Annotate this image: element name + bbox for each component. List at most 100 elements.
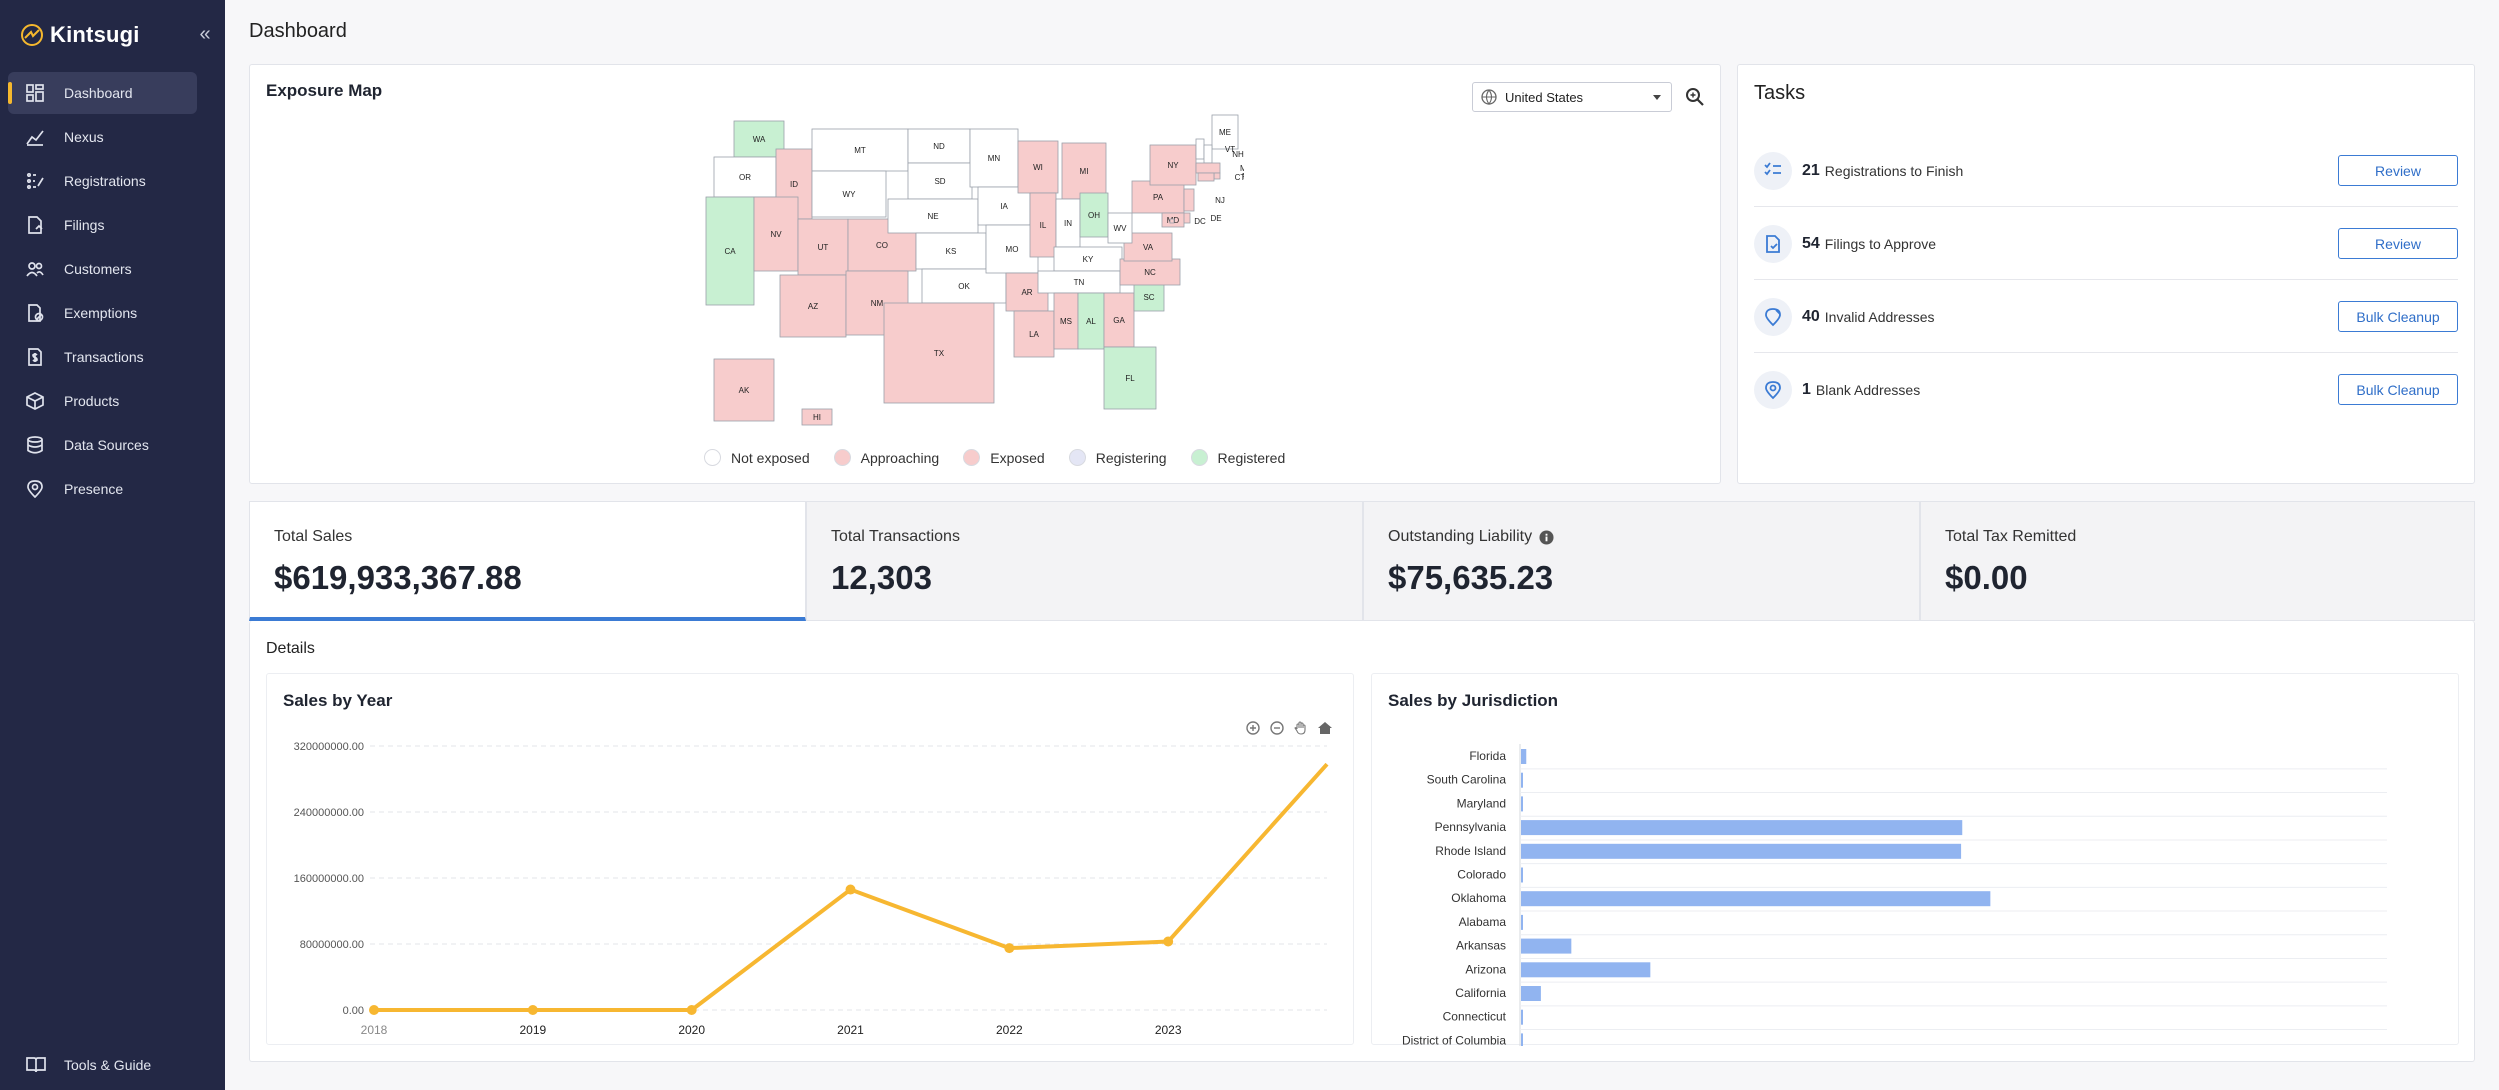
task-bulk-cleanup-button[interactable]: Bulk Cleanup [2338, 374, 2458, 405]
sidebar-item-data-sources[interactable]: Data Sources [8, 424, 197, 466]
kpi-total-transactions[interactable]: Total Transactions 12,303 [806, 501, 1363, 621]
sidebar-item-registrations[interactable]: Registrations [8, 160, 197, 202]
state-pa[interactable] [1131, 180, 1185, 214]
state-nj[interactable] [1183, 188, 1195, 212]
state-sd[interactable] [907, 162, 973, 200]
state-nc[interactable] [1119, 258, 1181, 286]
search-icon[interactable] [1684, 86, 1706, 108]
task-label: Filings to Approve [1824, 235, 1937, 252]
state-label: NJ [1215, 196, 1225, 205]
state-label: MT [854, 146, 866, 155]
state-label: WA [753, 135, 766, 144]
state-vt[interactable] [1195, 138, 1205, 160]
sidebar-item-label: Registrations [64, 173, 146, 189]
bar[interactable] [1521, 772, 1523, 788]
data-point[interactable] [1163, 936, 1174, 947]
state-label: MO [1006, 245, 1019, 254]
data-point[interactable] [1004, 943, 1015, 954]
kpi-total-sales[interactable]: Total Sales $619,933,367.88 [249, 501, 806, 621]
state-ri[interactable] [1213, 172, 1221, 180]
bar[interactable] [1521, 867, 1523, 883]
brand[interactable]: Kintsugi [20, 20, 140, 50]
legend-swatch [1190, 449, 1208, 466]
state-label: KY [1083, 255, 1094, 264]
task-bulk-cleanup-button[interactable]: Bulk Cleanup [2338, 301, 2458, 332]
state-label: ND [933, 142, 945, 151]
state-mn[interactable] [969, 128, 1019, 188]
bar[interactable] [1521, 938, 1572, 954]
state-ut[interactable] [797, 218, 849, 276]
state-hi[interactable] [801, 408, 833, 426]
state-dc[interactable] [1169, 218, 1175, 224]
bar[interactable] [1521, 1009, 1523, 1025]
file-check-icon [1754, 224, 1792, 263]
bar[interactable] [1521, 914, 1523, 930]
state-ne[interactable] [887, 198, 979, 234]
bar[interactable] [1521, 749, 1527, 764]
bar[interactable] [1521, 820, 1963, 836]
category-label: District of Columbia [1402, 1033, 1506, 1046]
state-wy[interactable] [811, 170, 887, 218]
state-in[interactable] [1055, 198, 1081, 248]
state-sc[interactable] [1133, 282, 1165, 312]
state-label: IA [1000, 202, 1008, 211]
sidebar-item-transactions[interactable]: Transactions [8, 336, 197, 378]
kpi-outstanding-liability[interactable]: Outstanding Liability $75,635.23 [1363, 501, 1920, 621]
sidebar-item-tools-guide[interactable]: Tools & Guide [26, 1056, 151, 1074]
y-tick-label: 80000000.00 [300, 939, 364, 951]
state-me[interactable] [1211, 114, 1239, 150]
sidebar-item-customers[interactable]: Customers [8, 248, 197, 290]
state-az[interactable] [779, 274, 847, 338]
state-wv[interactable] [1107, 212, 1133, 244]
sidebar-item-dashboard[interactable]: Dashboard [8, 72, 197, 114]
state-nv[interactable] [753, 196, 799, 272]
state-tx[interactable] [883, 302, 995, 404]
collapse-sidebar-icon[interactable]: « [199, 23, 211, 45]
state-nd[interactable] [907, 128, 971, 164]
data-point[interactable] [845, 884, 856, 895]
data-point[interactable] [369, 1005, 379, 1015]
bar[interactable] [1521, 986, 1541, 1001]
state-ky[interactable] [1053, 246, 1123, 272]
state-nh[interactable] [1203, 144, 1213, 164]
sidebar-item-nexus[interactable]: Nexus [8, 116, 197, 158]
state-ct[interactable] [1197, 172, 1215, 182]
info-icon[interactable] [1539, 529, 1554, 545]
exemptions-icon [26, 304, 44, 322]
task-review-button[interactable]: Review [2338, 228, 2458, 259]
country-select[interactable]: United States [1472, 82, 1672, 112]
state-ms[interactable] [1053, 292, 1079, 350]
bar[interactable] [1521, 796, 1523, 812]
data-point[interactable] [686, 1005, 697, 1015]
kpi-total-tax-remitted[interactable]: Total Tax Remitted $0.00 [1920, 501, 2475, 621]
home-icon[interactable] [1315, 718, 1335, 738]
data-point[interactable] [527, 1005, 538, 1015]
legend-swatch [963, 449, 981, 466]
bar[interactable] [1521, 891, 1991, 907]
state-wi[interactable] [1017, 140, 1059, 194]
sidebar-item-presence[interactable]: Presence [8, 468, 197, 510]
state-label: OK [958, 282, 970, 291]
state-la[interactable] [1013, 310, 1055, 358]
bar[interactable] [1521, 843, 1962, 859]
state-al[interactable] [1077, 292, 1105, 350]
sidebar-item-products[interactable]: Products [8, 380, 197, 422]
bar[interactable] [1521, 962, 1651, 978]
bar[interactable] [1521, 1033, 1523, 1046]
sales-by-jurisdiction-card: Florida South Carolina Maryland Pennsylvani… [1371, 673, 2459, 1046]
state-ny[interactable] [1149, 144, 1197, 186]
state-ak[interactable] [713, 358, 775, 422]
state-oh[interactable] [1079, 192, 1109, 238]
state-ma[interactable] [1195, 162, 1221, 174]
pan-hand-icon[interactable] [1291, 718, 1311, 738]
zoom-out-icon[interactable] [1267, 718, 1287, 738]
sidebar-item-filings[interactable]: Filings [8, 204, 197, 246]
task-row: 21 Registrations to Finish Review [1754, 135, 2458, 207]
state-mi[interactable] [1061, 142, 1107, 200]
details-title: Details [266, 640, 315, 657]
zoom-in-icon[interactable] [1243, 718, 1263, 738]
sidebar-item-exemptions[interactable]: Exemptions [8, 292, 197, 334]
task-review-button[interactable]: Review [2338, 155, 2458, 186]
state-label: TN [1074, 278, 1085, 287]
state-fl[interactable] [1103, 346, 1157, 410]
